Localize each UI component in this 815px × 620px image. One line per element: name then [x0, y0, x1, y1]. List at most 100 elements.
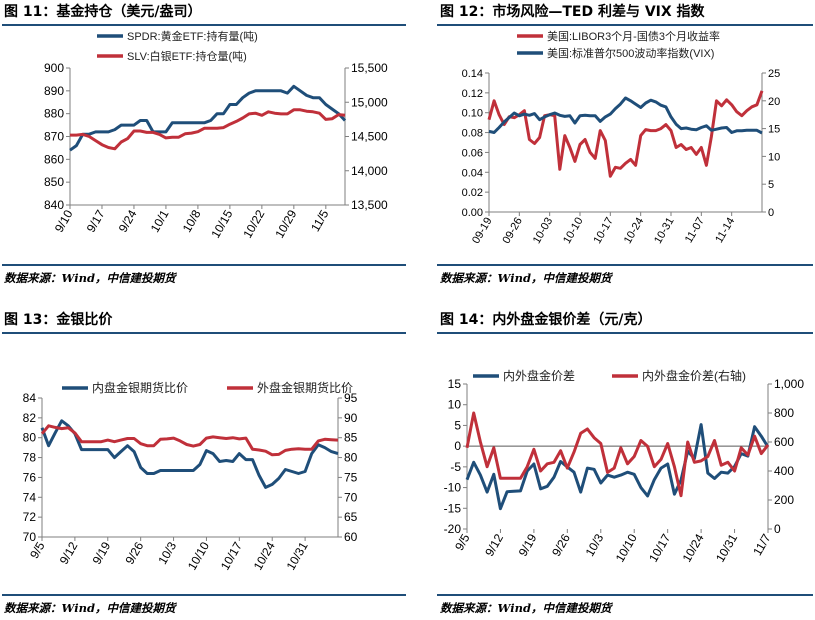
right-tick-label: 14,000 [351, 164, 388, 178]
x-tick-label: 9/17 [84, 207, 108, 235]
x-tick-label: 11-07 [683, 216, 707, 246]
legend-label-2: 外盘金银期货比价 [257, 380, 353, 395]
legend-label-1: 内外盘金价差 [503, 368, 575, 383]
right-tick-label: 25 [768, 68, 780, 80]
chart-12: 0.00 0.02 0.04 0.06 0.08 0.10 0.12 0.14 0 5 10 15 20… [462, 29, 781, 246]
series-line-2 [40, 424, 339, 457]
left-tick-label: -5 [450, 460, 461, 474]
left-tick-label: 890 [44, 84, 64, 98]
left-tick-label: 78 [23, 451, 37, 465]
legend-label-1: 美国:LIBOR3个月-国债3个月收益率 [547, 29, 720, 43]
x-tick-label: 10/3 [155, 539, 179, 567]
x-tick-label: 09-26 [500, 216, 524, 246]
right-tick-label: 0 [774, 522, 781, 536]
left-tick-label: 0.08 [462, 128, 483, 140]
right-tick-label: 400 [774, 464, 794, 478]
chart-11-title: 图 11：基金持仓（美元/盎司） [4, 4, 202, 20]
right-tick-label: 800 [774, 406, 794, 420]
x-tick-label: 10/31 [284, 539, 311, 572]
series-line-1 [69, 84, 347, 152]
left-tick-label: 70 [23, 530, 37, 544]
left-tick-label: 870 [44, 130, 64, 144]
left-tick-label: 74 [23, 490, 37, 504]
left-tick-label: 900 [44, 61, 64, 75]
left-tick-label: 880 [44, 107, 64, 121]
x-tick-label: 9/12 [482, 531, 506, 559]
series-line-2 [488, 96, 763, 135]
chart-14-title: 图 14：内外盘金银价差（元/克） [440, 312, 652, 328]
series-line-1 [487, 90, 764, 178]
chart-11-title-rule [2, 24, 406, 26]
chart-13-title: 图 13：金银比价 [4, 312, 113, 328]
right-tick-label: 14,500 [351, 130, 388, 144]
left-tick-label: 0.06 [462, 147, 483, 159]
legend-label-1: 内盘金银期货比价 [92, 380, 188, 395]
right-tick-label: 80 [344, 451, 358, 465]
left-tick-label: 0.12 [462, 88, 483, 100]
left-tick-label: 0.00 [462, 207, 483, 219]
x-tick-label: 9/26 [122, 539, 146, 567]
x-tick-label: 11/5 [308, 207, 332, 234]
left-tick-label: -20 [444, 522, 462, 536]
series-line-1 [465, 423, 770, 511]
left-tick-label: 10 [448, 398, 462, 412]
right-tick-label: 10 [768, 151, 780, 163]
right-tick-label: 15 [768, 124, 780, 136]
right-tick-label: 600 [774, 435, 794, 449]
x-tick-label: 9/12 [57, 539, 81, 567]
left-tick-label: 5 [454, 418, 461, 432]
x-tick-label: 9/24 [116, 207, 140, 235]
left-tick-label: 0 [454, 439, 461, 453]
chart-11-source-rule [2, 264, 406, 266]
x-tick-label: 10/17 [218, 539, 245, 572]
chart-14-source: 数据来源：Wind，中信建投期货 [440, 601, 612, 615]
x-tick-label: 11/7 [750, 531, 774, 558]
x-tick-label: 10/1 [148, 207, 172, 235]
x-tick-label: 10/15 [208, 207, 235, 240]
right-tick-label: 15,500 [351, 61, 388, 75]
left-tick-label: 84 [23, 391, 37, 405]
right-tick-label: 65 [344, 510, 358, 524]
chart-14-source-rule [437, 594, 813, 596]
x-tick-label: 9/19 [90, 539, 114, 567]
x-tick-label: 10/8 [180, 207, 204, 235]
left-tick-label: 860 [44, 152, 64, 166]
x-tick-label: 09-19 [470, 216, 494, 246]
x-tick-label: 10/22 [240, 207, 267, 240]
right-tick-label: 60 [344, 530, 358, 544]
chart-12-source-rule [437, 264, 813, 266]
right-tick-label: 85 [344, 431, 358, 445]
chart-13-source-rule [2, 594, 406, 596]
series-line-2 [465, 411, 770, 498]
left-tick-label: 15 [448, 377, 462, 391]
right-tick-label: 20 [768, 96, 780, 108]
left-tick-label: -10 [444, 481, 462, 495]
left-tick-label: 0.10 [462, 108, 483, 120]
left-tick-label: 82 [23, 411, 37, 425]
left-tick-label: 0.02 [462, 187, 483, 199]
chart-12-title: 图 12：市场风险—TED 利差与 VIX 指数 [440, 4, 705, 20]
x-tick-label: 10-10 [561, 216, 585, 246]
chart-12-source: 数据来源：Wind，中信建投期货 [440, 271, 612, 285]
x-tick-label: 10/31 [713, 531, 740, 564]
left-tick-label: 840 [44, 198, 64, 212]
left-tick-label: 0.04 [462, 167, 483, 179]
left-tick-label: 80 [23, 431, 37, 445]
legend-label-1: SPDR:黄金ETF:持有量(吨) [127, 29, 258, 43]
x-tick-label: 10/3 [583, 531, 607, 559]
chart-12-title-rule [437, 24, 813, 26]
legend-label-2: 内外盘金价差(右轴) [642, 368, 746, 383]
right-tick-label: 70 [344, 490, 358, 504]
x-tick-label: 11-14 [713, 216, 737, 246]
right-tick-label: 1,000 [774, 377, 804, 391]
legend-label-2: SLV:白银ETF:持仓量(吨) [127, 49, 247, 63]
x-tick-label: 9/26 [549, 531, 573, 559]
chart-14-title-rule [437, 332, 813, 334]
left-tick-label: 850 [44, 175, 64, 189]
x-tick-label: 10/24 [680, 531, 707, 564]
right-tick-label: 95 [344, 391, 358, 405]
x-tick-label: 10-24 [622, 216, 646, 246]
chart-11-source: 数据来源：Wind，中信建投期货 [4, 271, 176, 285]
x-tick-label: 9/19 [516, 531, 540, 559]
